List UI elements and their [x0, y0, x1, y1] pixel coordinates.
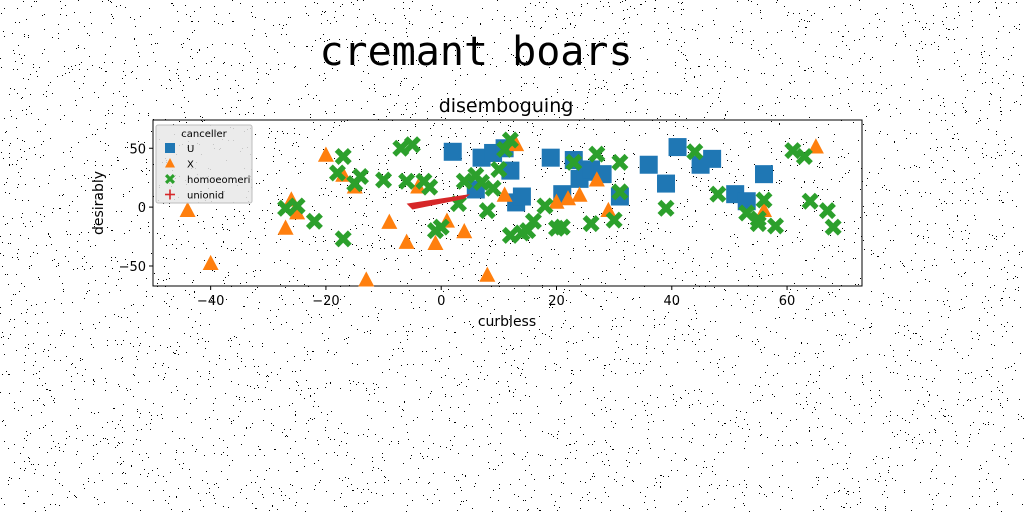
point-U-0 [444, 143, 462, 161]
y-axis-ticks: −50 0 50 [119, 142, 153, 275]
x-tick-label: −20 [312, 294, 339, 309]
legend-label-X: X [187, 160, 194, 171]
y-tick-label: 50 [129, 142, 146, 157]
point-homoeomeri-7 [335, 230, 352, 247]
point-X-10 [399, 234, 415, 249]
chart-marks [180, 132, 842, 287]
point-homoeomeri-5 [375, 172, 392, 189]
point-X-2 [278, 220, 294, 235]
point-U-15 [640, 156, 658, 174]
point-homoeomeri-33 [611, 154, 628, 171]
point-X-1 [203, 255, 219, 270]
point-X-0 [180, 202, 196, 217]
x-axis-label: curbless [478, 314, 536, 330]
point-U-16 [657, 175, 675, 193]
y-tick-label: −50 [119, 260, 146, 275]
point-U-19 [703, 150, 721, 168]
point-X-8 [358, 271, 374, 286]
y-tick-label: 0 [138, 201, 146, 216]
point-homoeomeri-30 [583, 215, 600, 232]
y-axis-label: desirably [91, 171, 107, 235]
point-homoeomeri-45 [802, 193, 819, 210]
point-homoeomeri-37 [709, 186, 726, 203]
point-homoeomeri-47 [825, 219, 842, 236]
x-tick-label: 40 [664, 294, 681, 309]
point-U-6 [513, 188, 531, 206]
point-U-17 [669, 138, 687, 156]
point-U-7 [542, 149, 560, 167]
axes-title: disemboguing [439, 95, 574, 117]
point-X-14 [479, 267, 495, 282]
point-homoeomeri-31 [588, 146, 605, 163]
x-tick-label: −40 [197, 294, 224, 309]
point-homoeomeri-46 [819, 202, 836, 219]
x-axis-ticks: −40 −20 0 20 40 60 [197, 286, 795, 309]
point-homoeomeri-35 [658, 200, 675, 217]
x-tick-label: 20 [548, 294, 565, 309]
x-tick-label: 0 [437, 294, 445, 309]
legend-title: canceller [181, 129, 227, 140]
point-X-9 [381, 214, 397, 229]
x-tick-label: 60 [779, 294, 796, 309]
point-U-22 [755, 165, 773, 183]
point-homoeomeri-42 [767, 217, 784, 234]
point-X-19 [572, 187, 588, 202]
legend-label-U: U [187, 144, 194, 155]
point-homoeomeri-2 [306, 213, 323, 230]
legend-label-unionid: unionid [187, 191, 224, 202]
point-homoeomeri-8 [398, 173, 415, 190]
point-homoeomeri-12 [421, 179, 438, 196]
legend-marker-U [165, 143, 175, 153]
figure-suptitle: cremant boars [319, 29, 632, 75]
point-homoeomeri-19 [479, 202, 496, 219]
point-homoeomeri-3 [335, 148, 352, 165]
legend-label-homoeomeri: homoeomeri [187, 175, 250, 186]
point-X-5 [318, 147, 334, 162]
